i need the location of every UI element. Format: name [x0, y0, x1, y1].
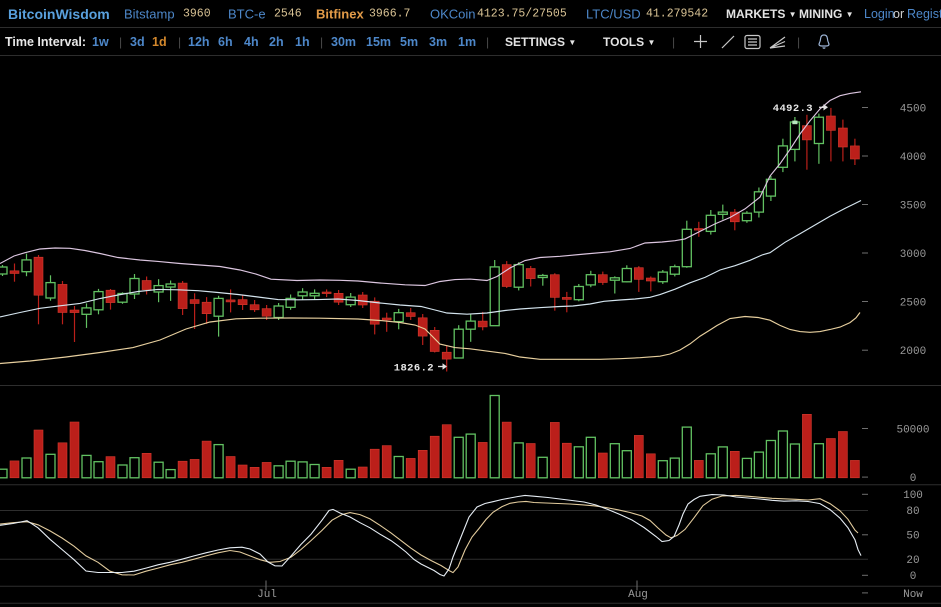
svg-text:2000: 2000 [900, 346, 926, 358]
svg-text:3500: 3500 [900, 200, 926, 212]
svg-text:0: 0 [910, 571, 917, 583]
svg-text:0: 0 [910, 473, 917, 485]
svg-text:1826.2: 1826.2 [394, 362, 434, 374]
svg-text:4492.3: 4492.3 [773, 103, 813, 115]
svg-text:4500: 4500 [900, 103, 926, 115]
svg-text:4000: 4000 [900, 152, 926, 164]
svg-text:|: | [797, 35, 800, 49]
svg-text:20: 20 [906, 555, 919, 567]
svg-text:50000: 50000 [896, 424, 929, 436]
svg-text:Jul: Jul [257, 589, 277, 601]
svg-text:100: 100 [903, 490, 923, 502]
svg-text:50: 50 [906, 531, 919, 543]
svg-text:2500: 2500 [900, 297, 926, 309]
svg-text:3000: 3000 [900, 249, 926, 261]
svg-text:80: 80 [906, 506, 919, 518]
svg-text:Aug: Aug [628, 589, 648, 601]
svg-text:Now: Now [903, 589, 923, 601]
